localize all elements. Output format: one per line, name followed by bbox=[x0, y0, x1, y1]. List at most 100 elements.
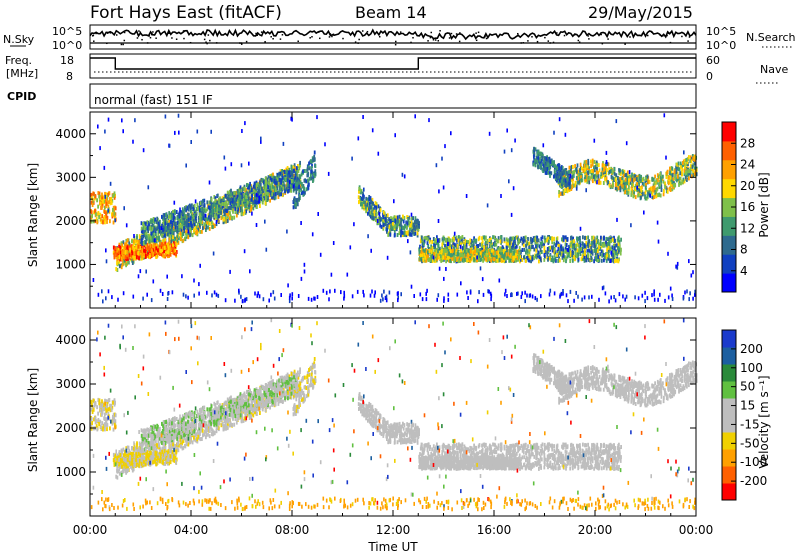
power-cell bbox=[280, 181, 282, 185]
nsearch-dot bbox=[331, 36, 333, 38]
power-cell bbox=[590, 246, 592, 250]
power-cell bbox=[561, 237, 563, 241]
power-cell bbox=[256, 183, 258, 187]
power-cell bbox=[311, 170, 313, 174]
power-cell bbox=[515, 253, 517, 257]
power-cell bbox=[215, 204, 217, 208]
power-cell bbox=[101, 206, 103, 210]
power-cell bbox=[587, 236, 589, 240]
power-cell bbox=[414, 221, 416, 225]
power-cell bbox=[544, 240, 546, 244]
power-cell bbox=[618, 242, 620, 246]
power-cell bbox=[533, 248, 535, 252]
power-cell bbox=[523, 240, 525, 244]
power-cell bbox=[519, 252, 521, 256]
power-cell bbox=[210, 215, 212, 219]
power-cell bbox=[225, 201, 227, 205]
freq-line bbox=[90, 58, 696, 69]
power-cell bbox=[197, 222, 199, 226]
nsearch-dot bbox=[297, 41, 299, 43]
power-cell bbox=[467, 240, 469, 244]
power-cell bbox=[106, 220, 108, 224]
power-cell bbox=[365, 209, 367, 213]
power-cell bbox=[110, 197, 112, 201]
power-cell bbox=[400, 221, 402, 225]
power-cell bbox=[506, 242, 508, 246]
nsearch-dot bbox=[642, 33, 644, 35]
power-cell bbox=[417, 231, 419, 235]
power-cell bbox=[291, 165, 293, 169]
nsearch-dot bbox=[204, 39, 206, 41]
power-cell bbox=[525, 259, 527, 263]
power-cell bbox=[311, 166, 313, 170]
power-cell bbox=[440, 255, 442, 259]
nsearch-dot bbox=[333, 34, 335, 36]
power-cell bbox=[280, 192, 282, 196]
power-cell bbox=[157, 248, 159, 252]
power-cell bbox=[147, 220, 149, 224]
nsearch-dot bbox=[92, 35, 94, 37]
power-cell bbox=[402, 226, 404, 230]
power-cell bbox=[392, 222, 394, 226]
nsearch-dot bbox=[138, 30, 140, 32]
power-cell bbox=[501, 254, 503, 258]
power-cell bbox=[598, 181, 600, 185]
nsearch-dot bbox=[548, 40, 550, 42]
power-cell bbox=[363, 200, 365, 204]
power-cell bbox=[246, 183, 248, 187]
power-cell bbox=[500, 239, 502, 243]
power-cell bbox=[199, 214, 201, 218]
power-cell bbox=[175, 225, 177, 229]
power-cell bbox=[457, 244, 459, 248]
power-cell bbox=[530, 259, 532, 263]
power-cell bbox=[217, 214, 219, 218]
power-cell bbox=[91, 196, 93, 200]
power-cell bbox=[105, 211, 107, 215]
power-cell bbox=[170, 220, 172, 224]
power-cell bbox=[538, 251, 540, 255]
power-cell bbox=[127, 261, 129, 265]
power-cell bbox=[233, 216, 235, 220]
power-cell bbox=[152, 253, 154, 257]
power-cell bbox=[165, 222, 167, 226]
power-cell bbox=[269, 199, 271, 203]
power-cell bbox=[230, 193, 232, 197]
power-cell bbox=[553, 237, 555, 241]
power-cell bbox=[612, 238, 614, 242]
power-cell bbox=[438, 256, 440, 260]
power-cell bbox=[397, 215, 399, 219]
power-cell bbox=[397, 233, 399, 237]
nsearch-dot bbox=[400, 31, 402, 32]
power-cell bbox=[358, 187, 360, 191]
power-cell bbox=[175, 243, 177, 247]
nsearch-dot bbox=[270, 36, 272, 38]
power-cell bbox=[556, 241, 558, 245]
power-cell bbox=[603, 243, 605, 247]
power-cell bbox=[164, 218, 166, 222]
power-cell bbox=[98, 215, 100, 219]
power-cell bbox=[620, 248, 622, 252]
power-cell bbox=[244, 187, 246, 191]
power-cell bbox=[371, 216, 373, 220]
power-cell bbox=[601, 254, 603, 258]
power-cell bbox=[566, 243, 568, 247]
nsearch-dot bbox=[93, 40, 95, 42]
power-cell bbox=[569, 166, 571, 170]
power-cell bbox=[400, 230, 402, 234]
power-cell bbox=[582, 254, 584, 258]
nsearch-dot bbox=[151, 34, 153, 36]
power-cell bbox=[109, 200, 111, 204]
power-cell bbox=[168, 226, 170, 230]
power-cell bbox=[156, 217, 158, 221]
power-cell bbox=[443, 251, 445, 255]
power-cell bbox=[97, 205, 99, 209]
power-cell bbox=[458, 235, 460, 239]
power-cell bbox=[186, 233, 188, 237]
power-cell bbox=[307, 179, 309, 183]
power-cell bbox=[100, 217, 102, 221]
power-cell bbox=[305, 179, 307, 183]
power-cell bbox=[177, 234, 179, 238]
nsearch-dot bbox=[476, 40, 478, 42]
power-cell bbox=[98, 195, 100, 199]
